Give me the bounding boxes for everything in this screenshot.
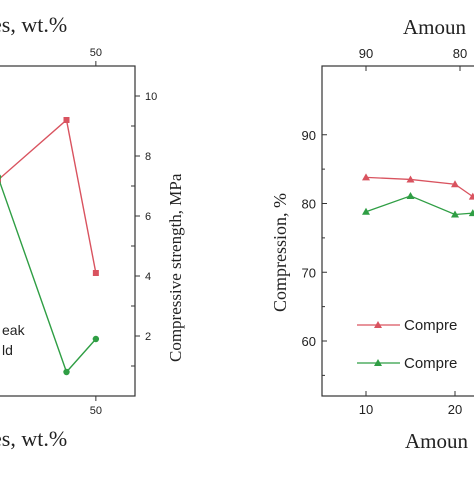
right-series-point-1 (362, 207, 370, 215)
right-bottom-tick-label: 10 (359, 402, 373, 417)
right-series-line-1 (365, 195, 473, 216)
left-series-point-0 (63, 117, 70, 123)
right-y-tick-label: 90 (302, 128, 316, 143)
left-series-point-1 (63, 368, 70, 376)
right-y-tick-label: 70 (302, 265, 316, 280)
left-legend-label-1: ld (2, 342, 13, 358)
left-right-axis-label: Compressive strength, MPa (166, 173, 185, 362)
left-bottom-axis-label: es, wt.% (0, 426, 67, 451)
right-legend-marker-0 (374, 321, 382, 328)
left-top-tick-label: 50 (90, 47, 102, 59)
right-series-point-1 (468, 209, 474, 217)
left-right-tick-label: 2 (145, 331, 151, 343)
left-series-line-0 (0, 118, 97, 274)
left-series-line-1 (0, 180, 97, 374)
right-top-axis-label: Amoun (403, 15, 467, 39)
right-series-point-0 (362, 173, 370, 181)
left-top-axis-label: es, wt.% (0, 12, 67, 37)
left-plot-marks: 108642005050eakld (0, 47, 157, 417)
right-y-tick-label: 80 (302, 197, 316, 212)
right-plot-marks: 90 80 70 60 10 20 90 80 Compre Compre (302, 46, 474, 417)
right-series-point-0 (406, 175, 415, 183)
right-plot-frame (321, 65, 474, 397)
right-y-axis-label: Compression, % (270, 193, 290, 312)
left-plot-frame (0, 65, 136, 397)
left-series-point-0 (0, 177, 1, 183)
left-bottom-tick-label: 50 (90, 405, 102, 417)
right-legend-label-0: Compre (404, 317, 457, 334)
right-legend-label-1: Compre (404, 355, 457, 372)
right-series-line-0 (365, 176, 474, 198)
right-top-tick-label: 80 (453, 46, 467, 61)
right-series-point-1 (406, 191, 415, 199)
left-panel: es, wt.% es, wt.% Compressive strength, … (0, 12, 185, 451)
left-right-tick-label: 6 (145, 211, 151, 223)
right-bottom-tick-label: 20 (448, 402, 462, 417)
left-legend-label-0: eak (2, 322, 26, 338)
right-bottom-axis-label: Amoun (405, 429, 469, 453)
left-series-point-0 (92, 270, 99, 276)
right-top-tick-label: 90 (359, 46, 373, 61)
right-series-point-0 (451, 180, 459, 188)
left-right-tick-label: 10 (145, 91, 157, 103)
right-series-point-0 (468, 192, 474, 200)
right-series-point-1 (451, 210, 459, 218)
right-legend-marker-1 (374, 359, 382, 366)
left-right-tick-label: 4 (145, 271, 151, 283)
left-series-point-1 (92, 335, 100, 343)
left-right-tick-label: 8 (145, 151, 151, 163)
left-series-point-1 (0, 174, 2, 180)
right-y-tick-label: 60 (302, 334, 316, 349)
